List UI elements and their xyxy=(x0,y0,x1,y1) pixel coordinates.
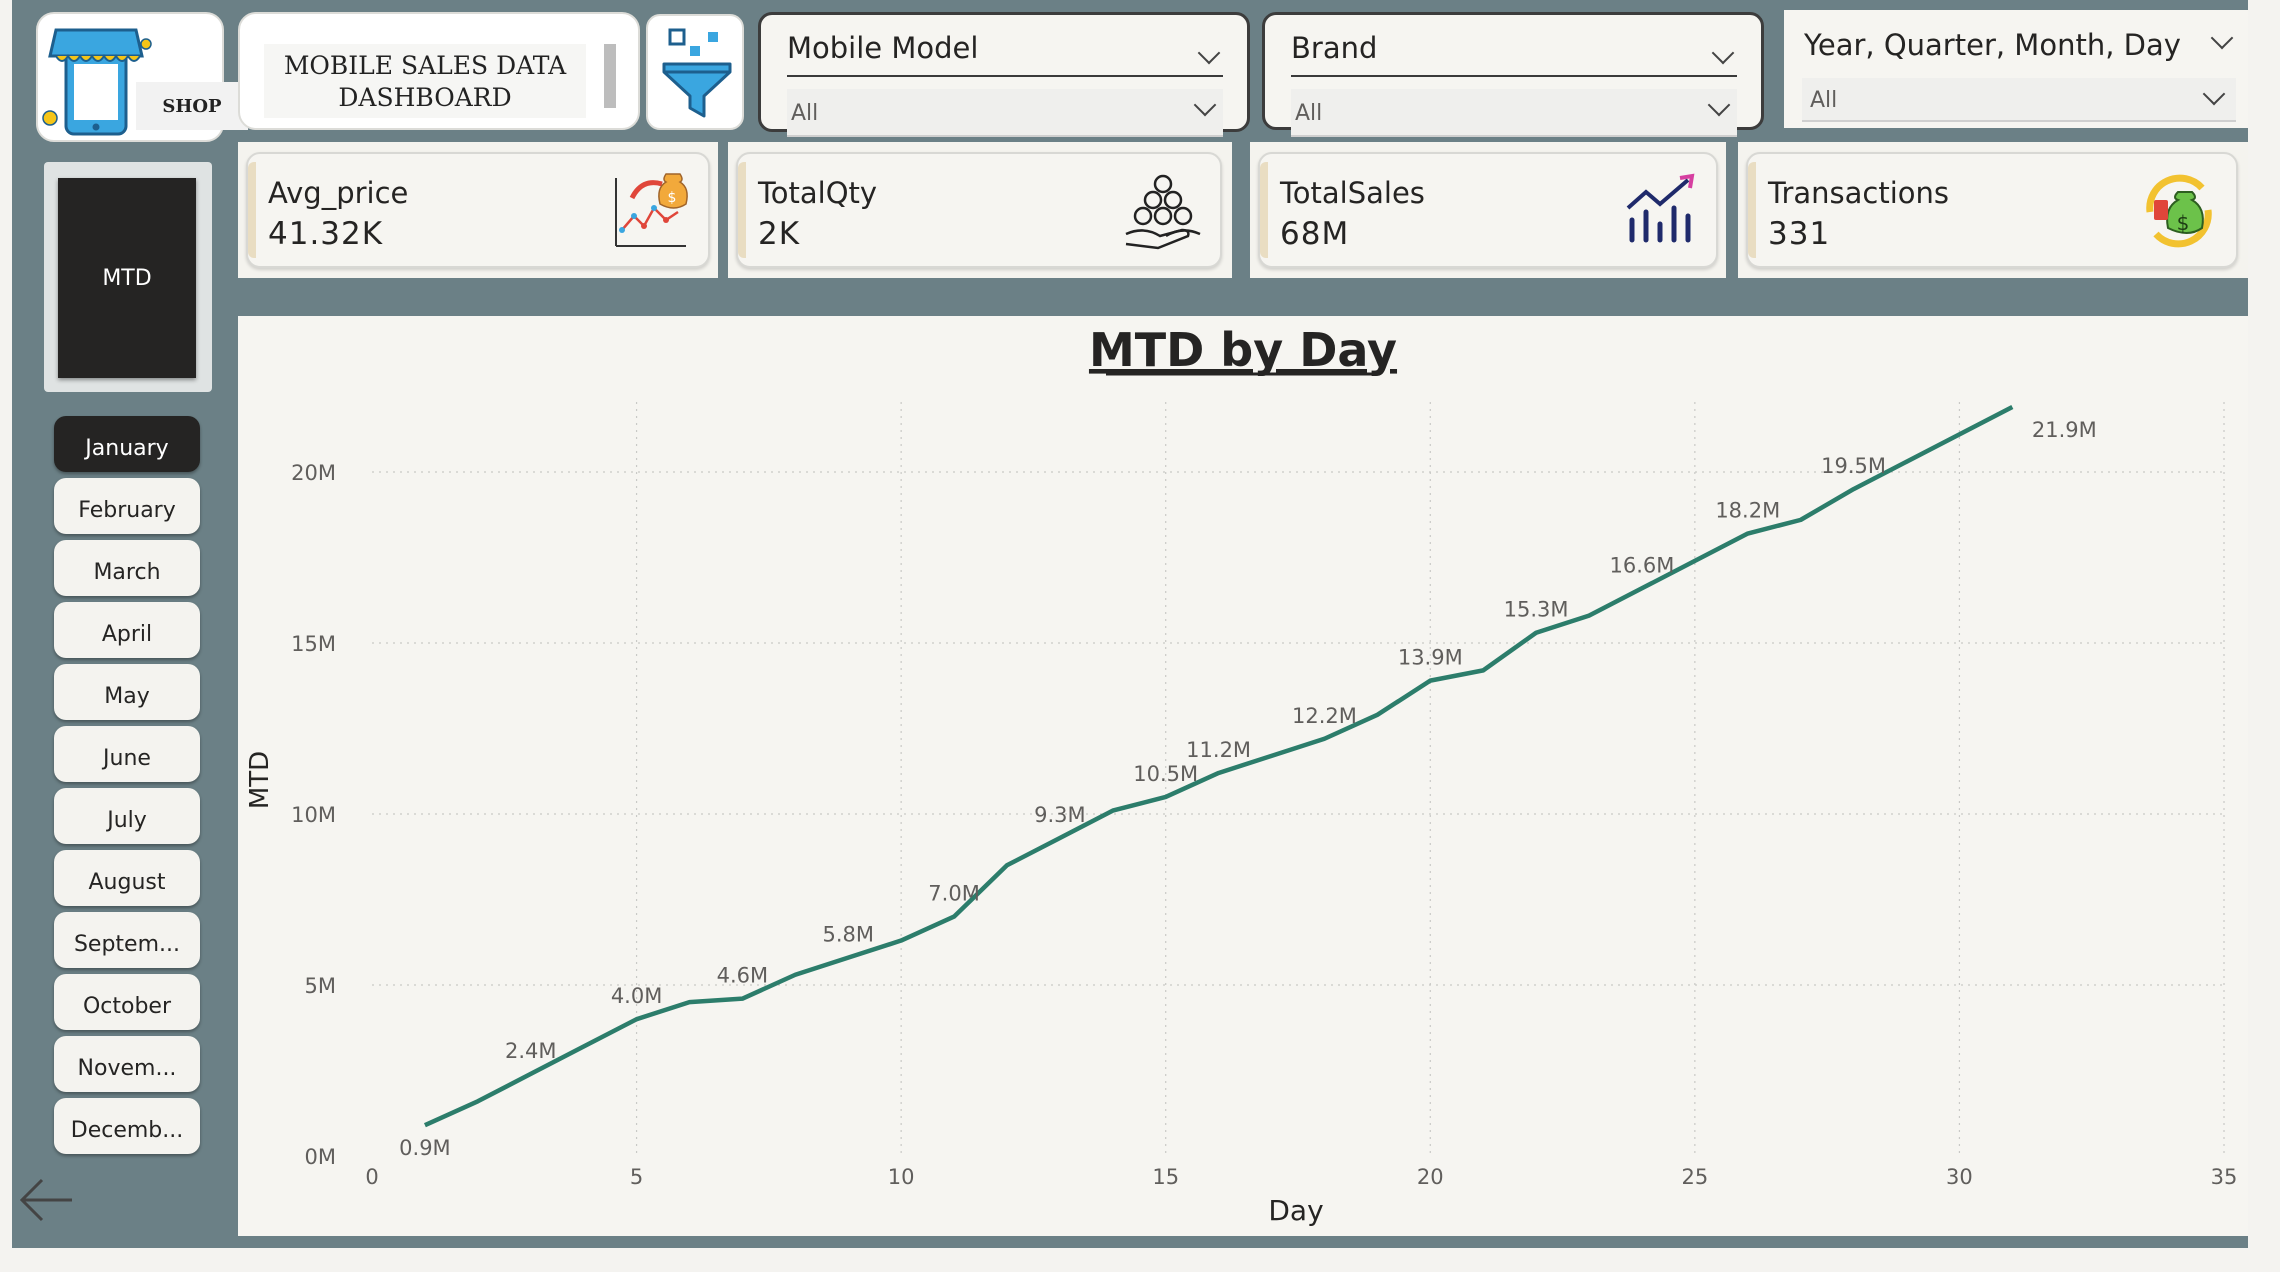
data-label: 16.6M xyxy=(1609,553,1674,577)
data-label: 9.3M xyxy=(1034,803,1086,827)
data-label: 2.4M xyxy=(505,1039,557,1063)
coins-hand-icon xyxy=(1125,174,1201,250)
shop-logo: SHOP xyxy=(36,12,248,142)
x-tick-label: 25 xyxy=(1681,1165,1708,1189)
growth-bars-icon xyxy=(1626,173,1695,243)
chevron-down-icon[interactable] xyxy=(2210,26,2234,50)
data-label: 15.3M xyxy=(1504,598,1569,622)
mtd-line-chart: MTD by Day 0M 5M 10M 15M 20M 0 5 10 15 20 25 30 35 Day… xyxy=(245,323,2238,1227)
active-page-tab[interactable] xyxy=(0,1248,2280,1272)
mtd-chart-card xyxy=(238,316,2248,1236)
svg-text:$: $ xyxy=(2177,211,2190,235)
funnel-icon xyxy=(662,28,732,118)
chevron-down-icon xyxy=(1193,93,1217,117)
date-dropdown[interactable]: All xyxy=(1802,78,2236,122)
month-button[interactable]: May xyxy=(54,664,200,720)
title-accent-bar xyxy=(604,44,616,108)
data-label: 7.0M xyxy=(928,882,980,906)
mobile-model-dropdown[interactable]: All xyxy=(787,89,1223,137)
y-tick-label: 5M xyxy=(305,974,336,998)
kpi-card-transactions: Transactions 331 $ xyxy=(1746,152,2238,268)
month-button[interactable]: June xyxy=(54,726,200,782)
x-tick-label: 0 xyxy=(365,1165,378,1189)
kpi-card-avg-price: Avg_price 41.32K $ xyxy=(246,152,710,268)
data-label: 19.5M xyxy=(1821,454,1886,478)
brand-slicer[interactable]: Brand All xyxy=(1262,12,1764,137)
chart-money-icon: $ xyxy=(615,173,688,247)
svg-text:$: $ xyxy=(668,190,677,206)
dashboard-title: MOBILE SALES DATA DASHBOARD xyxy=(264,44,586,118)
y-tick-label: 0M xyxy=(305,1145,336,1169)
month-button[interactable]: April xyxy=(54,602,200,658)
y-tick-label: 20M xyxy=(291,461,336,485)
filter-button[interactable] xyxy=(646,14,744,130)
x-tick-label: 5 xyxy=(630,1165,643,1189)
month-button[interactable]: October xyxy=(54,974,200,1030)
data-label: 18.2M xyxy=(1715,499,1780,523)
shop-phone-icon xyxy=(42,28,152,136)
x-tick-label: 10 xyxy=(888,1165,915,1189)
date-hierarchy-slicer[interactable]: Year, Quarter, Month, Day All xyxy=(1784,10,2248,128)
brand-slicer-title: Brand xyxy=(1291,31,1378,65)
shop-label: SHOP xyxy=(136,82,248,130)
month-button[interactable]: January xyxy=(54,416,200,472)
back-arrow-icon[interactable] xyxy=(16,1176,76,1226)
brand-dropdown[interactable]: All xyxy=(1291,89,1737,137)
month-button[interactable]: February xyxy=(54,478,200,534)
data-label: 10.5M xyxy=(1133,762,1198,786)
month-button[interactable]: Decemb... xyxy=(54,1098,200,1154)
mtd-button[interactable]: MTD xyxy=(58,178,196,378)
data-label: 21.9M xyxy=(2032,418,2097,442)
chart-title: MTD by Day xyxy=(1089,323,1397,377)
data-label: 4.6M xyxy=(717,964,769,988)
y-axis-label: MTD xyxy=(245,751,275,809)
data-label: 11.2M xyxy=(1186,738,1251,762)
data-label: 12.2M xyxy=(1292,704,1357,728)
date-slicer-title: Year, Quarter, Month, Day xyxy=(1804,28,2181,62)
chevron-down-icon[interactable] xyxy=(1197,41,1221,65)
chevron-down-icon xyxy=(2202,82,2226,106)
y-tick-label: 15M xyxy=(291,632,336,656)
data-label: 13.9M xyxy=(1398,646,1463,670)
x-tick-label: 35 xyxy=(2211,1165,2238,1189)
x-tick-label: 20 xyxy=(1417,1165,1444,1189)
chevron-down-icon[interactable] xyxy=(1711,41,1735,65)
chevron-down-icon xyxy=(1707,93,1731,117)
kpi-card-total-sales: TotalSales 68M xyxy=(1258,152,1718,268)
mobile-model-slicer-title: Mobile Model xyxy=(787,31,979,65)
month-button[interactable]: August xyxy=(54,850,200,906)
y-tick-label: 10M xyxy=(291,803,336,827)
x-axis-label: Day xyxy=(1268,1194,1323,1227)
month-button[interactable]: Septem... xyxy=(54,912,200,968)
month-button[interactable]: July xyxy=(54,788,200,844)
month-button[interactable]: Novem... xyxy=(54,1036,200,1092)
data-label: 4.0M xyxy=(611,984,663,1008)
data-label: 0.9M xyxy=(399,1136,451,1160)
mtd-series-line xyxy=(423,405,2014,1128)
x-tick-label: 30 xyxy=(1946,1165,1973,1189)
mobile-model-slicer[interactable]: Mobile Model All xyxy=(758,12,1250,137)
x-tick-label: 15 xyxy=(1152,1165,1179,1189)
kpi-card-total-qty: TotalQty 2K xyxy=(736,152,1222,268)
month-button[interactable]: March xyxy=(54,540,200,596)
slicer-divider xyxy=(787,75,1223,77)
data-label: 5.8M xyxy=(822,923,874,947)
money-bag-cycle-icon: $ xyxy=(2146,174,2212,248)
dashboard-title-card: MOBILE SALES DATA DASHBOARD xyxy=(238,12,640,130)
slicer-divider xyxy=(1291,75,1737,77)
